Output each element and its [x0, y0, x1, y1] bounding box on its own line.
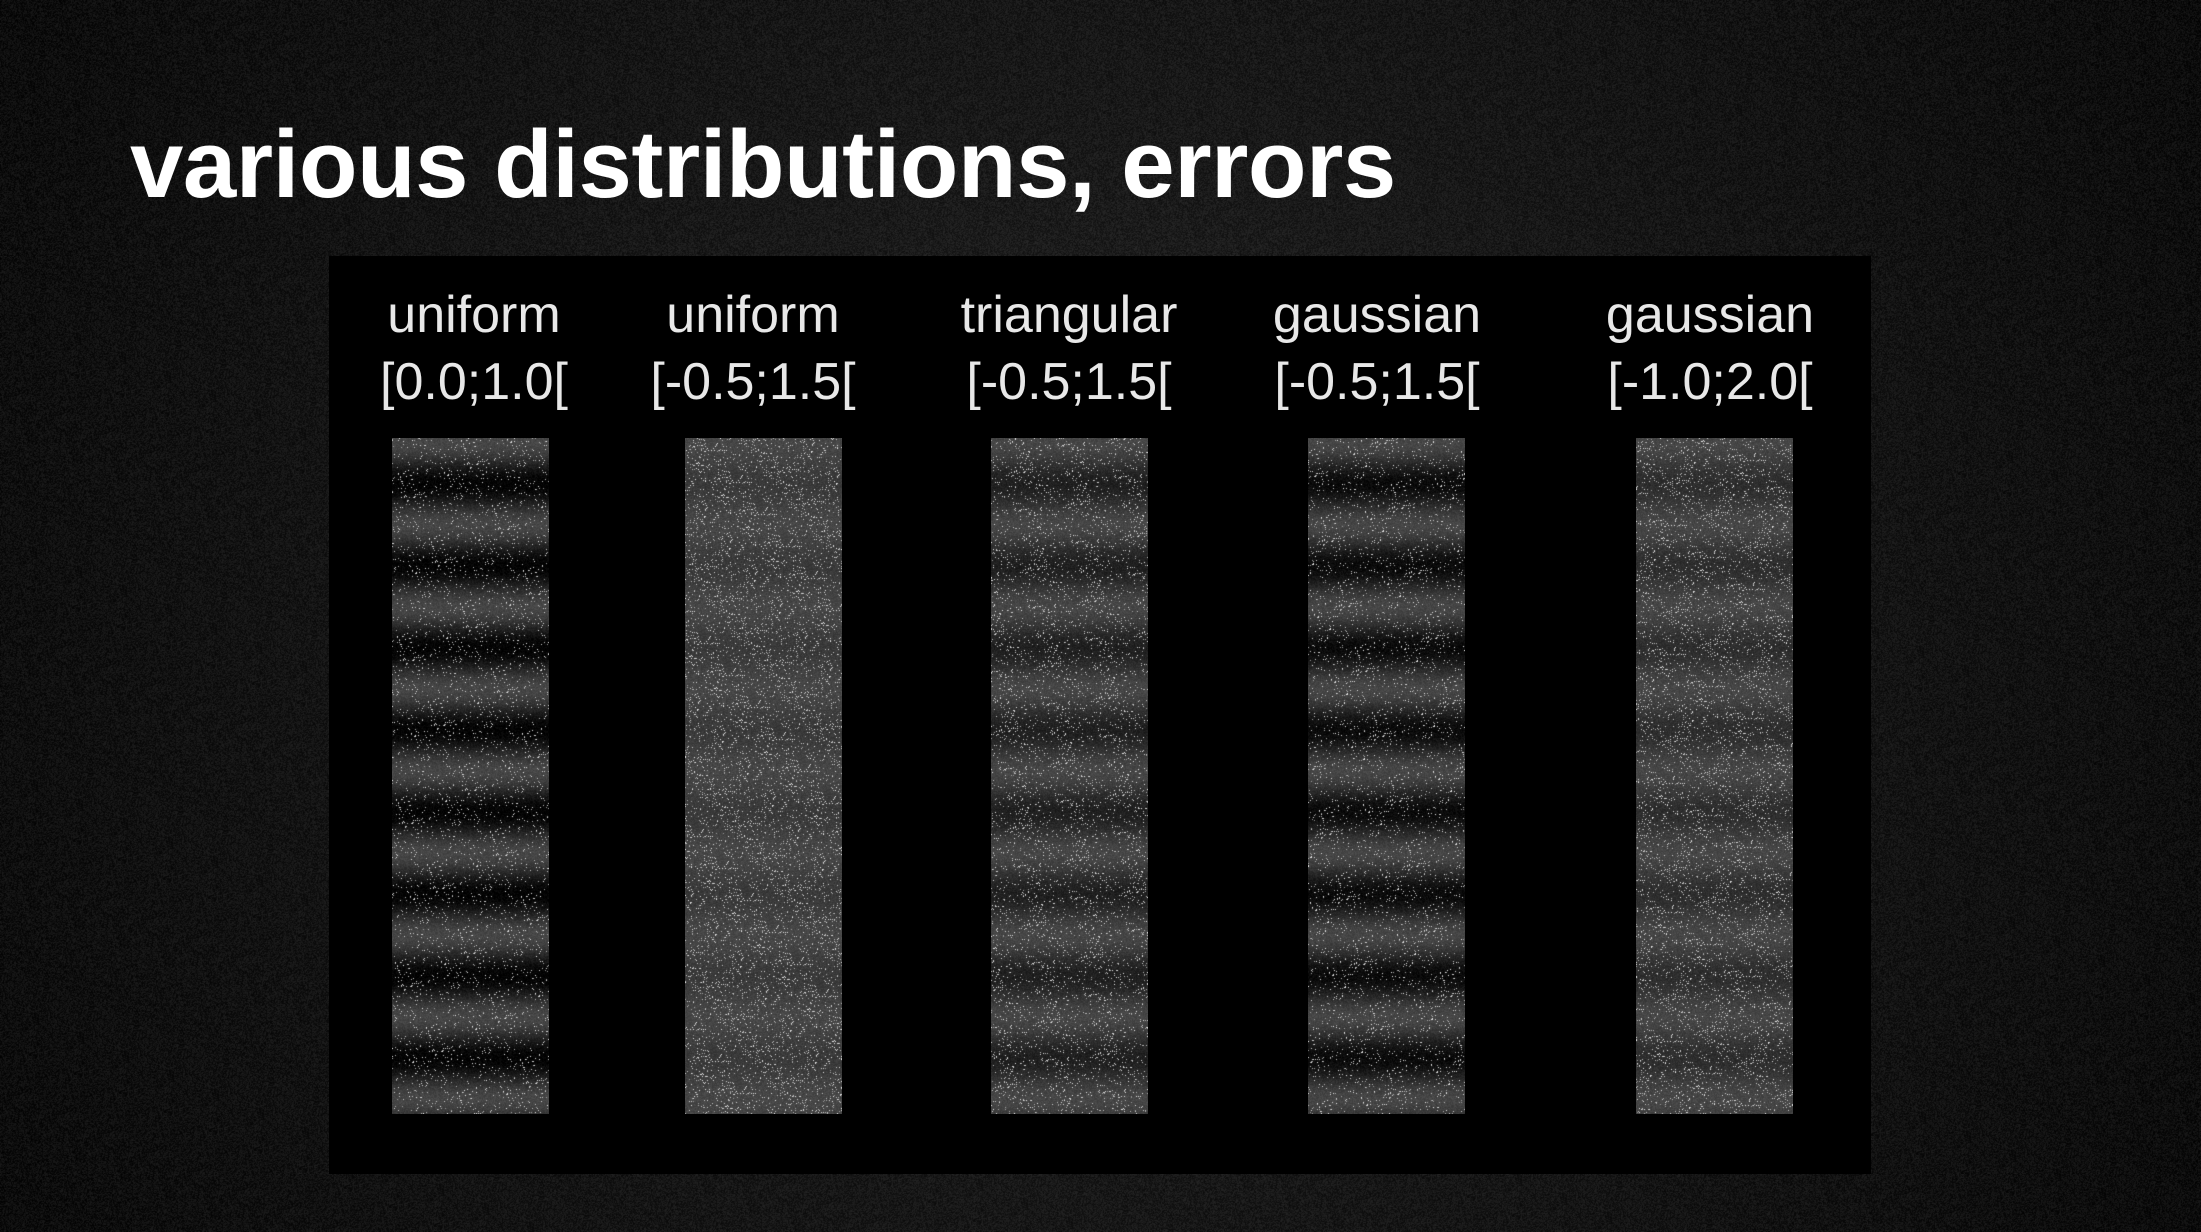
column-3-distribution: triangular — [960, 286, 1178, 344]
column-label-4: gaussian [-0.5;1.5[ — [1273, 282, 1481, 416]
slide-title: various distributions, errors — [130, 111, 1396, 218]
column-1-range: [0.0;1.0[ — [380, 353, 568, 411]
noise-strip-gaussian-neg05-15 — [1308, 438, 1465, 1114]
column-1-distribution: uniform — [387, 286, 561, 344]
column-3-range: [-0.5;1.5[ — [966, 353, 1172, 411]
noise-strip-uniform-neg05-15 — [685, 438, 842, 1114]
noise-strip-gaussian-neg1-2 — [1636, 438, 1793, 1114]
column-label-5: gaussian [-1.0;2.0[ — [1606, 282, 1814, 416]
column-5-distribution: gaussian — [1605, 286, 1815, 344]
column-2-distribution: uniform — [666, 286, 840, 344]
noise-strip-uniform-0-1 — [392, 438, 549, 1114]
column-2-range: [-0.5;1.5[ — [650, 353, 856, 411]
distribution-figure: uniform [0.0;1.0[ uniform [-0.5;1.5[ tri… — [329, 256, 1871, 1174]
column-5-range: [-1.0;2.0[ — [1607, 353, 1813, 411]
column-label-3: triangular [-0.5;1.5[ — [961, 282, 1178, 416]
noise-strip-triangular-neg05-15 — [991, 438, 1148, 1114]
column-4-range: [-0.5;1.5[ — [1274, 353, 1480, 411]
column-label-1: uniform [0.0;1.0[ — [380, 282, 568, 416]
column-label-2: uniform [-0.5;1.5[ — [650, 282, 855, 416]
column-4-distribution: gaussian — [1272, 286, 1482, 344]
